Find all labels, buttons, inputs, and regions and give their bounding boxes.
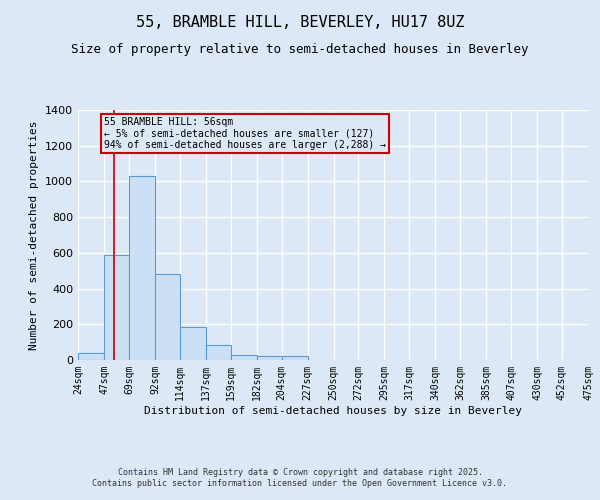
Text: 55 BRAMBLE HILL: 56sqm
← 5% of semi-detached houses are smaller (127)
94% of sem: 55 BRAMBLE HILL: 56sqm ← 5% of semi-deta… xyxy=(104,117,386,150)
X-axis label: Distribution of semi-detached houses by size in Beverley: Distribution of semi-detached houses by … xyxy=(144,406,522,415)
Y-axis label: Number of semi-detached properties: Number of semi-detached properties xyxy=(29,120,40,350)
Text: 55, BRAMBLE HILL, BEVERLEY, HU17 8UZ: 55, BRAMBLE HILL, BEVERLEY, HU17 8UZ xyxy=(136,15,464,30)
Bar xyxy=(281,356,308,360)
Bar xyxy=(104,254,129,360)
Bar xyxy=(155,274,180,360)
Bar xyxy=(129,176,155,360)
Bar xyxy=(230,354,257,360)
Bar xyxy=(257,356,281,360)
Text: Size of property relative to semi-detached houses in Beverley: Size of property relative to semi-detach… xyxy=(71,42,529,56)
Bar xyxy=(78,353,104,360)
Text: Contains HM Land Registry data © Crown copyright and database right 2025.
Contai: Contains HM Land Registry data © Crown c… xyxy=(92,468,508,487)
Bar xyxy=(206,345,230,360)
Bar xyxy=(180,327,206,360)
